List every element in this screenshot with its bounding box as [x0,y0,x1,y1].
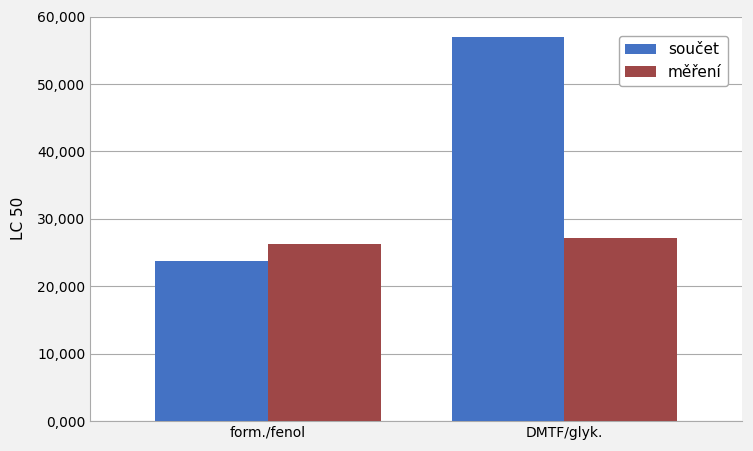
Y-axis label: LC 50: LC 50 [11,197,26,240]
Bar [268,244,380,421]
Bar [452,37,564,421]
Bar [155,261,268,421]
Legend: součet, měření: součet, měření [619,37,727,86]
Bar [564,238,677,421]
